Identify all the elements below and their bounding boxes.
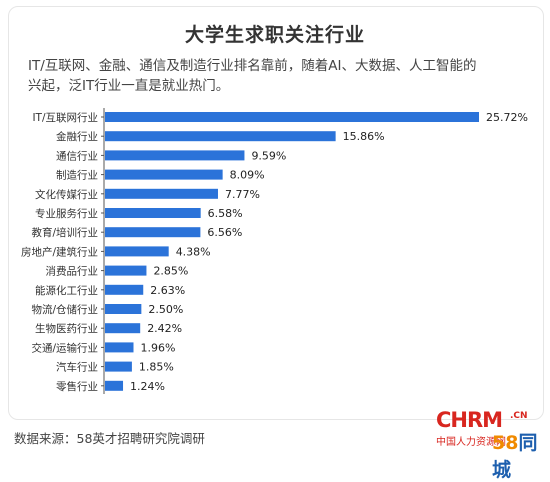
category-label: 专业服务行业 xyxy=(35,207,98,220)
bar xyxy=(105,342,134,353)
category-label: 文化传媒行业 xyxy=(35,188,98,201)
bar-chart: IT/互联网行业 25.72% 金融行业 15.86% 通信行业 9.59% 制造行业 8.0… xyxy=(21,108,528,394)
watermark-brand: CHRM xyxy=(436,408,503,432)
category-label: 房地产/建筑行业 xyxy=(21,245,98,258)
category-label: IT/互联网行业 xyxy=(32,111,98,124)
bar xyxy=(105,304,142,314)
category-label: 汽车行业 xyxy=(56,361,98,374)
value-label: 2.63% xyxy=(150,284,185,297)
category-label: 教育/培训行业 xyxy=(31,226,98,239)
bar xyxy=(105,323,141,334)
bar xyxy=(105,265,147,276)
category-label: 生物医药行业 xyxy=(35,322,98,335)
value-label: 1.85% xyxy=(139,361,174,374)
bar xyxy=(105,284,144,295)
watermark-tagline: 中国人力资源网 xyxy=(436,437,506,448)
chart-subtitle: IT/互联网、金融、通信及制造行业排名靠前，随着AI、大数据、人工智能的 兴起，… xyxy=(28,56,528,96)
value-label: 9.59% xyxy=(251,149,286,162)
subtitle-line-2: 兴起，泛IT行业一直是就业热门。 xyxy=(28,78,230,94)
bar xyxy=(105,361,132,372)
value-label: 6.58% xyxy=(208,207,243,220)
data-source: 数据来源：58英才招聘研究院调研 xyxy=(14,431,205,446)
chart-card xyxy=(8,6,544,420)
watermark-58-tongcheng: 58同城 xyxy=(492,432,538,481)
bar xyxy=(105,150,245,161)
value-label: 8.09% xyxy=(230,169,265,182)
bar xyxy=(105,380,124,391)
bar xyxy=(105,227,201,238)
value-label: 2.50% xyxy=(148,303,183,316)
bar xyxy=(105,246,169,257)
value-label: 15.86% xyxy=(343,130,385,143)
value-label: 7.77% xyxy=(225,188,260,201)
value-label: 6.56% xyxy=(207,226,242,239)
category-label: 金融行业 xyxy=(56,130,98,143)
bar xyxy=(105,208,201,218)
category-label: 零售行业 xyxy=(56,380,98,393)
category-label: 制造行业 xyxy=(56,169,98,182)
value-label: 2.85% xyxy=(153,265,188,278)
chart-title: 大学生求职关注行业 xyxy=(184,24,365,46)
watermark-logo: CHRM .CN 中国人力资源网 58同城 xyxy=(436,408,546,481)
bar xyxy=(105,169,223,180)
subtitle-line-1: IT/互联网、金融、通信及制造行业排名靠前，随着AI、大数据、人工智能的 xyxy=(28,58,477,74)
category-label: 能源化工行业 xyxy=(35,284,98,297)
value-label: 25.72% xyxy=(486,111,528,124)
value-label: 1.24% xyxy=(130,380,165,393)
category-label: 通信行业 xyxy=(56,149,98,162)
bar xyxy=(105,188,218,199)
category-label: 消费品行业 xyxy=(46,265,99,278)
bar xyxy=(105,112,479,122)
value-label: 2.42% xyxy=(147,322,182,335)
value-label: 1.96% xyxy=(141,341,176,354)
watermark-tld: .CN xyxy=(510,411,528,421)
category-label: 物流/仓储行业 xyxy=(31,303,98,316)
category-label: 交通/运输行业 xyxy=(31,341,98,354)
value-label: 4.38% xyxy=(176,245,211,258)
bar xyxy=(105,131,336,142)
